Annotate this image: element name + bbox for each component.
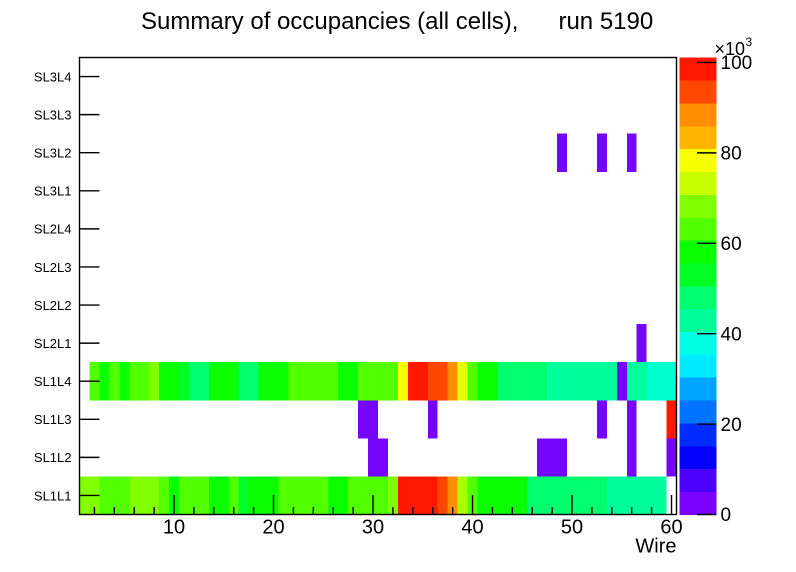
svg-text:0: 0: [721, 505, 732, 526]
svg-text:30: 30: [362, 516, 384, 538]
svg-text:100: 100: [721, 53, 753, 74]
svg-text:3: 3: [746, 35, 753, 49]
svg-text:Summary of occupancies (all ce: Summary of occupancies (all cells), run …: [141, 8, 653, 35]
svg-text:SL3L1: SL3L1: [34, 184, 72, 199]
svg-text:SL1L4: SL1L4: [34, 374, 72, 389]
svg-text:SL3L3: SL3L3: [34, 107, 72, 122]
svg-text:SL2L4: SL2L4: [34, 222, 72, 237]
svg-text:10: 10: [163, 516, 185, 538]
svg-text:SL2L2: SL2L2: [34, 298, 72, 313]
svg-text:60: 60: [660, 516, 682, 538]
svg-text:×10: ×10: [715, 39, 746, 59]
svg-text:50: 50: [561, 516, 583, 538]
svg-text:60: 60: [721, 234, 742, 255]
svg-text:SL1L1: SL1L1: [34, 488, 72, 503]
svg-text:80: 80: [721, 144, 742, 165]
svg-text:40: 40: [721, 324, 742, 345]
svg-text:20: 20: [721, 415, 742, 436]
svg-text:SL2L1: SL2L1: [34, 336, 72, 351]
svg-text:SL3L2: SL3L2: [34, 146, 72, 161]
svg-text:SL3L4: SL3L4: [34, 69, 72, 84]
svg-text:SL2L3: SL2L3: [34, 260, 72, 275]
svg-text:40: 40: [461, 516, 483, 538]
svg-text:Wire: Wire: [635, 536, 676, 558]
svg-text:SL1L2: SL1L2: [34, 450, 72, 465]
svg-text:SL1L3: SL1L3: [34, 412, 72, 427]
svg-text:20: 20: [262, 516, 284, 538]
